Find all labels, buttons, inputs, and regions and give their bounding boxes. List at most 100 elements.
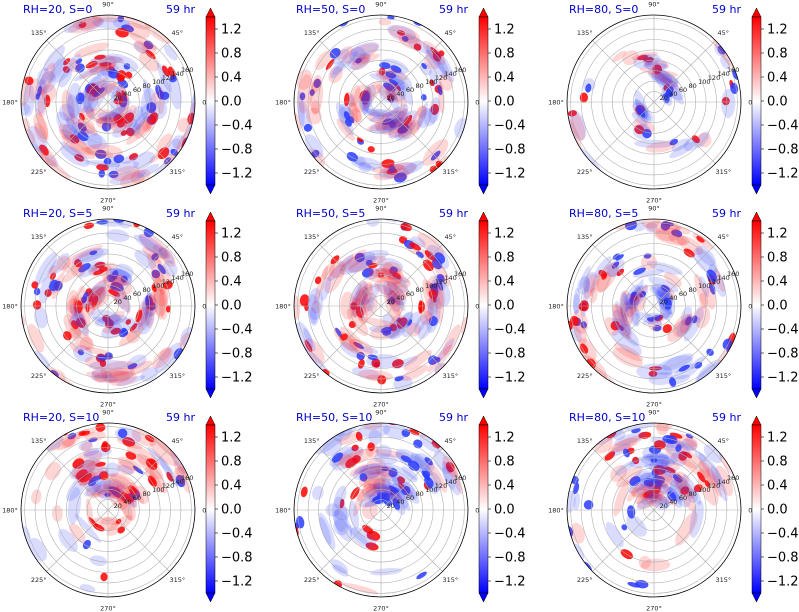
angular-tick-label: 180°: [275, 507, 291, 515]
positive-anomaly: [106, 482, 120, 494]
negative-anomaly: [703, 444, 723, 464]
positive-anomaly: [150, 268, 166, 295]
colorbar-tick-label: 1.2: [221, 23, 242, 38]
negative-anomaly: [425, 50, 447, 79]
positive-anomaly: [429, 79, 435, 87]
positive-anomaly: [130, 168, 151, 184]
positive-anomaly: [61, 433, 76, 447]
positive-anomaly: [94, 484, 109, 493]
positive-anomaly: [99, 62, 112, 67]
angular-grid-line: [107, 244, 170, 307]
negative-anomaly: [683, 316, 701, 342]
positive-anomaly: [393, 167, 409, 181]
negative-anomaly: [351, 281, 368, 317]
negative-anomaly: [416, 101, 428, 131]
positive-anomaly: [579, 92, 589, 103]
positive-anomaly: [637, 54, 648, 61]
panel-time-label: 59 hr: [712, 411, 741, 424]
radial-tick-label: 80: [416, 82, 424, 90]
negative-anomaly: [330, 559, 349, 574]
negative-anomaly: [349, 527, 377, 549]
positive-anomaly: [142, 246, 162, 264]
positive-anomaly: [84, 346, 111, 356]
radial-tick-label: 60: [679, 494, 687, 502]
negative-anomaly: [75, 92, 85, 104]
negative-anomaly: [89, 309, 122, 325]
positive-anomaly: [88, 293, 97, 316]
colorbar-tick-label: −0.8: [494, 551, 526, 566]
positive-anomaly: [442, 456, 459, 478]
negative-anomaly: [118, 219, 133, 229]
negative-anomaly: [127, 354, 147, 370]
colorbar-tick-label: −0.8: [767, 551, 799, 566]
negative-anomaly: [414, 453, 435, 473]
negative-anomaly: [669, 141, 696, 159]
positive-anomaly: [68, 327, 95, 350]
positive-anomaly: [79, 473, 99, 487]
field-texture: [21, 15, 195, 189]
positive-anomaly: [73, 42, 110, 58]
positive-anomaly: [354, 281, 373, 306]
positive-anomaly: [98, 266, 108, 272]
angular-grid-line: [107, 101, 170, 164]
negative-anomaly: [636, 106, 646, 118]
colorbar-gradient: [205, 220, 216, 390]
radial-tick-label: 20: [387, 502, 395, 510]
negative-anomaly: [47, 56, 67, 83]
colorbar: 1.2 0.8 0.4 0.0 −0.4 −0.8 −1.2: [205, 415, 253, 603]
negative-anomaly: [630, 284, 649, 308]
negative-anomaly: [82, 81, 100, 114]
negative-anomaly: [387, 296, 396, 305]
negative-anomaly: [381, 466, 390, 472]
negative-anomaly: [134, 249, 156, 269]
colorbar-tick-label: 0.0: [221, 95, 242, 110]
negative-anomaly: [103, 157, 112, 165]
positive-anomaly: [98, 471, 109, 481]
negative-anomaly: [381, 58, 409, 74]
negative-anomaly: [166, 138, 181, 156]
negative-anomaly: [629, 476, 641, 487]
angular-grid-line: [653, 448, 716, 511]
positive-anomaly: [694, 273, 709, 308]
negative-anomaly: [387, 289, 401, 313]
radial-tick-label: 60: [133, 494, 141, 502]
colorbar-tick-label: −0.8: [767, 143, 799, 158]
negative-anomaly: [428, 316, 438, 327]
colorbar-tick-label: −0.4: [767, 527, 799, 542]
positive-anomaly: [69, 523, 86, 543]
negative-anomaly: [73, 128, 108, 150]
angular-tick-label: 225°: [31, 372, 47, 380]
positive-anomaly: [110, 117, 128, 134]
positive-anomaly: [149, 437, 179, 467]
negative-anomaly: [391, 475, 415, 499]
positive-anomaly: [77, 119, 98, 136]
radial-tick-label: 160: [181, 474, 193, 482]
radial-tick-label: 120: [162, 278, 174, 286]
positive-anomaly: [383, 162, 417, 179]
positive-anomaly: [355, 283, 374, 312]
radial-tick-label: 60: [679, 86, 687, 94]
negative-anomaly: [104, 53, 139, 73]
positive-anomaly: [35, 108, 49, 141]
colorbar-tick-label: 0.0: [494, 299, 515, 314]
positive-anomaly: [336, 118, 355, 141]
positive-anomaly: [367, 146, 375, 153]
panel-title: RH=50, S=0: [296, 3, 366, 16]
angular-tick-label: 270°: [646, 605, 662, 612]
angular-tick-label: 270°: [646, 401, 662, 409]
negative-anomaly: [398, 121, 417, 139]
angular-tick-label: 135°: [577, 29, 593, 37]
negative-anomaly: [424, 107, 438, 127]
negative-anomaly: [97, 68, 120, 83]
negative-anomaly: [164, 44, 178, 61]
positive-anomaly: [58, 123, 74, 141]
positive-anomaly: [63, 314, 82, 339]
negative-anomaly: [655, 454, 669, 468]
positive-anomaly: [74, 300, 83, 314]
positive-anomaly: [669, 470, 695, 499]
negative-anomaly: [416, 571, 427, 580]
positive-anomaly: [643, 60, 670, 69]
positive-anomaly: [91, 488, 119, 496]
positive-anomaly: [79, 296, 91, 328]
